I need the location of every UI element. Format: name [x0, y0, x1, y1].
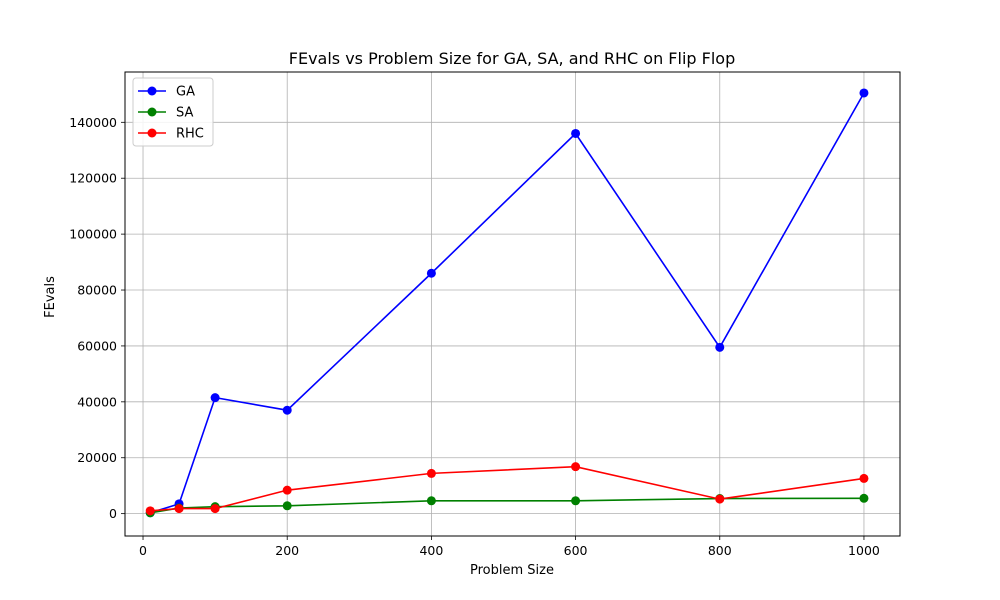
- y-tick-label: 60000: [77, 338, 117, 353]
- y-tick-label: 120000: [69, 171, 117, 186]
- data-point-sa: [426, 496, 436, 506]
- y-tick-label: 40000: [77, 394, 117, 409]
- x-tick-label: 200: [275, 543, 299, 558]
- data-point-sa: [859, 493, 869, 503]
- legend-marker-sa: [147, 107, 157, 117]
- data-point-ga: [571, 128, 581, 138]
- data-point-ga: [859, 88, 869, 98]
- legend-marker-rhc: [147, 128, 157, 138]
- data-point-sa: [571, 496, 581, 506]
- grid: [125, 72, 900, 536]
- series-line-rhc: [150, 465, 865, 512]
- data-point-rhc: [426, 468, 436, 478]
- data-point-ga: [210, 393, 220, 403]
- plot-frame: [124, 71, 901, 537]
- x-tick-label: 1000: [848, 543, 880, 558]
- legend-label-ga: GA: [176, 85, 195, 100]
- legend-label-rhc: RHC: [176, 127, 204, 142]
- y-tick-label: 20000: [77, 450, 117, 465]
- data-point-ga: [282, 405, 292, 415]
- x-tick-label: 0: [139, 543, 147, 558]
- data-point-rhc: [145, 506, 155, 516]
- data-point-rhc: [571, 462, 581, 472]
- series-layer: [145, 88, 869, 518]
- x-tick-label: 600: [564, 543, 588, 558]
- y-tick-label: 100000: [69, 227, 117, 242]
- y-axis: 0 20000 40000 60000 80000 100000 120000 140000: [69, 115, 125, 521]
- y-tick-label: 140000: [69, 115, 117, 130]
- x-axis: 0 200 400 600 800 1000: [139, 536, 880, 558]
- data-point-rhc: [715, 494, 725, 504]
- y-axis-label: FEvals: [43, 276, 58, 318]
- legend-marker-ga: [147, 86, 157, 96]
- x-tick-label: 400: [419, 543, 443, 558]
- data-point-rhc: [282, 485, 292, 495]
- data-point-ga: [426, 268, 436, 278]
- y-tick-label: 0: [109, 506, 117, 521]
- data-point-rhc: [174, 504, 184, 514]
- chart-title: FEvals vs Problem Size for GA, SA, and R…: [289, 49, 735, 68]
- x-tick-label: 800: [708, 543, 732, 558]
- legend-label-sa: SA: [176, 106, 193, 121]
- data-point-ga: [715, 342, 725, 352]
- data-point-rhc: [210, 504, 220, 514]
- x-axis-label: Problem Size: [470, 563, 554, 578]
- y-tick-label: 80000: [77, 283, 117, 298]
- legend: GA SA RHC: [132, 77, 214, 147]
- series-line-ga: [149, 92, 865, 514]
- data-point-rhc: [859, 473, 869, 483]
- data-point-sa: [282, 501, 292, 511]
